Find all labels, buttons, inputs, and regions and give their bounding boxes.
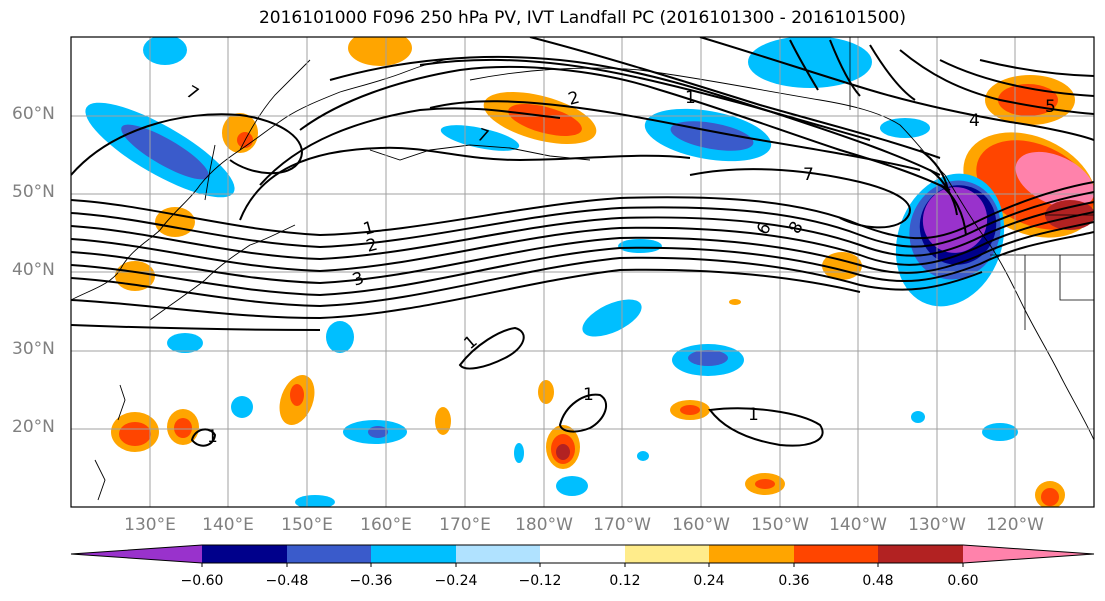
- colorbar-tick-label: −0.60: [180, 573, 224, 589]
- contour-label: 2: [364, 235, 380, 257]
- fill-neg-h: [556, 476, 588, 496]
- fill-pos-f: [435, 407, 451, 435]
- fill-neg-b-core: [688, 350, 728, 366]
- fill-neg-g: [231, 396, 253, 418]
- fill-pos-e: [538, 380, 554, 404]
- fill-neg-i: [982, 423, 1018, 441]
- colorbar-segment: [202, 545, 287, 563]
- fill-pos-d-core: [556, 444, 570, 460]
- colorbar-segment: [287, 545, 371, 563]
- map-title: 2016101000 F096 250 hPa PV, IVT Landfall…: [258, 8, 906, 28]
- coast-philippines: [94, 459, 106, 501]
- lon-label-160w: 160°W: [672, 515, 730, 535]
- coast-sakhalin: [204, 144, 216, 201]
- fill-neg-j: [295, 495, 335, 507]
- colorbar-segment: [963, 545, 1094, 563]
- fill-neg-a: [582, 299, 642, 337]
- coast-aleutians: [369, 144, 591, 161]
- coast-japan: [149, 224, 296, 321]
- colorbar-tick-label: 0.24: [693, 573, 725, 589]
- lon-label-140w: 140°W: [829, 515, 887, 535]
- fill-neg-c: [326, 321, 354, 353]
- colorbar-tick-label: −0.24: [434, 573, 478, 589]
- fill-pos-north-a: [348, 37, 412, 66]
- lon-label-170e: 170°E: [439, 515, 491, 535]
- contour-label: 1: [748, 405, 759, 425]
- fill-neg-m: [637, 451, 649, 461]
- lat-label-60n: 60°N: [12, 104, 55, 124]
- fill-neg-nw: [143, 37, 187, 65]
- fill-pos-g-core: [680, 405, 700, 415]
- coast-alaska: [469, 67, 946, 176]
- contour-label: 5: [1045, 97, 1056, 117]
- lon-label-140e: 140°E: [202, 515, 254, 535]
- colorbar-tick-label: 0.60: [947, 573, 979, 589]
- coast-taiwan: [117, 384, 126, 421]
- contour-label: 1: [685, 88, 696, 108]
- colorbar-segment: [456, 545, 540, 563]
- lon-label-130w: 130°W: [908, 515, 966, 535]
- colorbar-tick-label: −0.48: [265, 573, 309, 589]
- lon-label-120w: 120°W: [986, 515, 1044, 535]
- fill-pos-aleutian-core: [508, 104, 582, 136]
- map-frame: [70, 36, 1095, 508]
- lon-label-180w: 180°W: [515, 515, 573, 535]
- colorbar-tick-label: 0.48: [862, 573, 894, 589]
- colorbar-segment: [71, 545, 202, 563]
- lon-label-160e: 160°E: [360, 515, 412, 535]
- colorbar-segment: [709, 545, 794, 563]
- colorbar-segment: [371, 545, 456, 563]
- fill-neg-k: [514, 443, 524, 463]
- lon-label-150e: 150°E: [281, 515, 333, 535]
- contour-label: 7: [803, 165, 814, 185]
- lat-label-50n: 50°N: [12, 182, 55, 202]
- fill-pos-b-core: [119, 422, 151, 446]
- colorbar-tick-label: 0.12: [609, 573, 641, 589]
- pv-anomaly-fills: [85, 37, 1094, 507]
- contour-label: 2: [566, 88, 582, 110]
- lon-label-130e: 130°E: [124, 515, 176, 535]
- contour-label: 1: [361, 218, 377, 240]
- colorbar-tick-label: −0.12: [518, 573, 562, 589]
- fill-neg-l: [911, 411, 925, 423]
- lat-label-40n: 40°N: [12, 260, 55, 280]
- colorbar-segment: [878, 545, 963, 563]
- fill-neg-kuril-core: [121, 124, 209, 180]
- lat-label-20n: 20°N: [12, 417, 55, 437]
- fill-neg-f-core: [368, 426, 388, 438]
- fill-neg-gulf-core: [670, 121, 754, 151]
- coast-kamchatka: [239, 59, 311, 151]
- colorbar-tick-label: −0.36: [349, 573, 393, 589]
- colorbar-segment: [625, 545, 709, 563]
- contour-label: 4: [969, 111, 980, 131]
- fill-pos-h-core: [755, 479, 775, 489]
- lon-label-150w: 150°W: [751, 515, 809, 535]
- contour-label: 1: [207, 427, 218, 447]
- fill-neg-e: [618, 239, 662, 253]
- gridlines: [71, 37, 1094, 507]
- colorbar-segment: [540, 545, 625, 563]
- state-borders: [849, 37, 1094, 330]
- fill-neg-alaska: [748, 37, 872, 88]
- pv-contours: [71, 37, 1094, 447]
- contour-label: 1: [583, 385, 594, 405]
- fill-pos-c-core: [174, 418, 192, 438]
- colorbar-segment: [794, 545, 878, 563]
- colorbar: [70, 544, 1095, 567]
- fill-pos-j: [729, 299, 741, 305]
- fill-neg-bc: [880, 118, 930, 138]
- fill-neg-d: [167, 333, 203, 353]
- lat-label-30n: 30°N: [12, 339, 55, 359]
- fill-neg-bering: [440, 125, 520, 151]
- lon-label-170w: 170°W: [593, 515, 651, 535]
- fill-pos-i-core: [1041, 488, 1059, 506]
- colorbar-tick-label: 0.36: [778, 573, 810, 589]
- fill-pos-okhotsk: [222, 113, 258, 153]
- fill-pos-a-core: [290, 384, 304, 406]
